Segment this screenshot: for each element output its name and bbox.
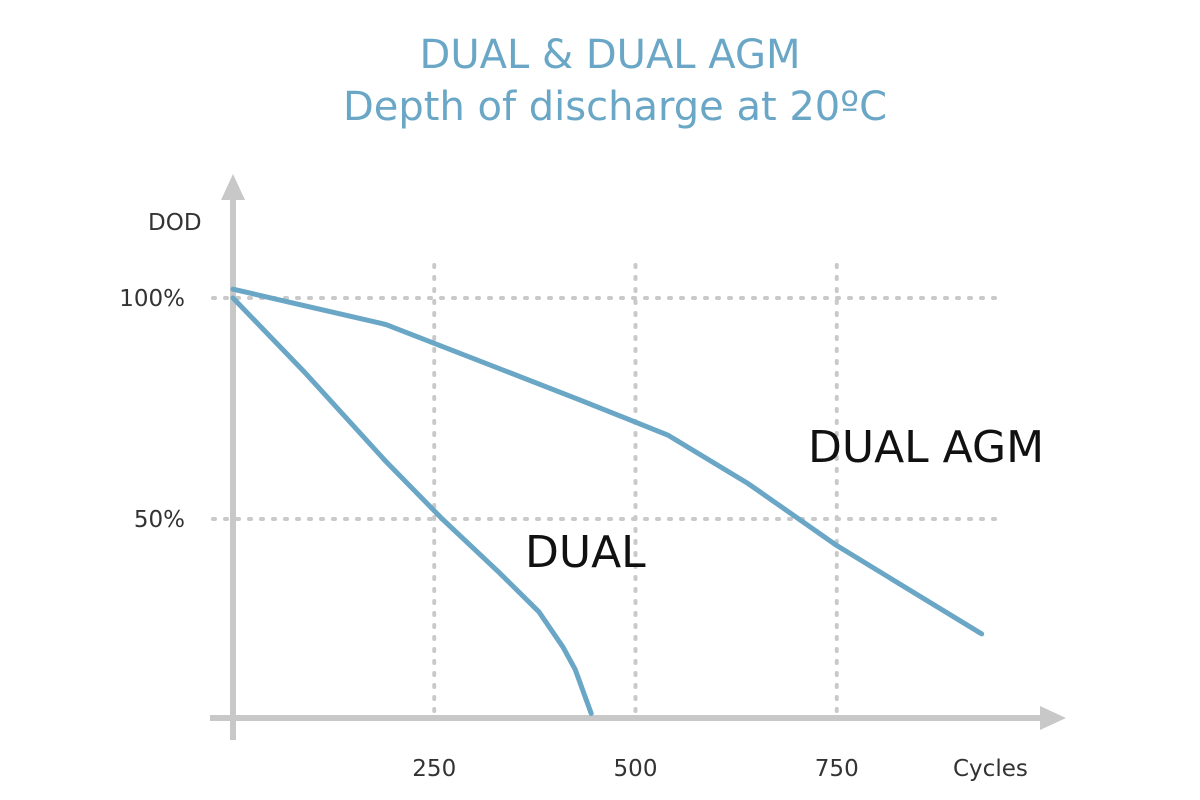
series-label-dual: DUAL — [525, 527, 646, 578]
series-lines — [230, 286, 985, 716]
series-line-dual — [230, 295, 594, 716]
labels: 250 500 750 50% 100% DUAL AGM DUAL — [119, 286, 1044, 782]
series-label-dual-agm: DUAL AGM — [808, 422, 1044, 473]
y-tick-label-50pct: 50% — [134, 507, 185, 533]
y-axis-arrow-icon — [221, 174, 245, 200]
y-tick-label-100pct: 100% — [119, 286, 185, 312]
x-axis-label: Cycles — [953, 756, 1028, 782]
x-tick-label-500: 500 — [614, 756, 658, 782]
chart-title: DUAL & DUAL AGM — [420, 32, 801, 78]
axes — [210, 174, 1066, 740]
chart-subtitle: Depth of discharge at 20ºC — [343, 84, 887, 130]
x-tick-label-750: 750 — [815, 756, 859, 782]
series-line-dual-agm — [230, 286, 985, 637]
x-axis-arrow-icon — [1040, 706, 1066, 730]
grid-lines — [211, 263, 1000, 714]
y-axis-label: DOD — [148, 210, 202, 236]
x-tick-label-250: 250 — [412, 756, 456, 782]
